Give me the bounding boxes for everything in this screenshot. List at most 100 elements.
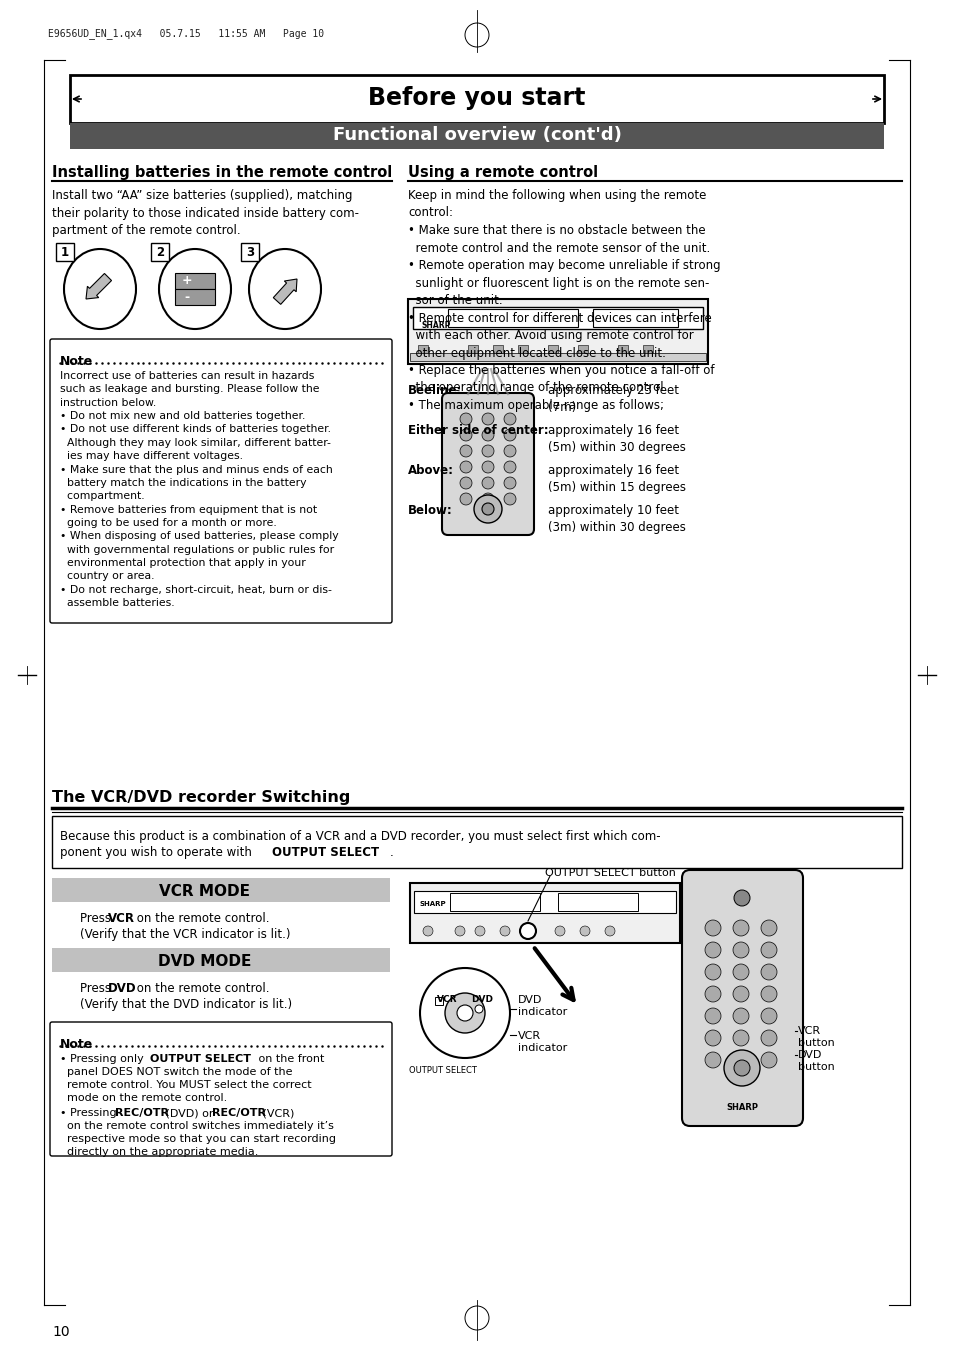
Circle shape [503, 477, 516, 489]
Text: SHARP: SHARP [725, 1102, 758, 1112]
Bar [410, 884, 679, 943]
Circle shape [704, 986, 720, 1002]
FancyBboxPatch shape [441, 393, 534, 535]
Text: OUTPUT SELECT: OUTPUT SELECT [150, 1054, 251, 1065]
Text: panel DOES NOT switch the mode of the: panel DOES NOT switch the mode of the [60, 1067, 293, 1077]
Circle shape [474, 494, 501, 523]
Circle shape [524, 925, 535, 936]
Text: Functional overview (cont'd): Functional overview (cont'd) [333, 126, 620, 145]
Text: Press: Press [80, 912, 114, 925]
Text: DVD: DVD [108, 982, 136, 994]
Circle shape [555, 925, 564, 936]
Text: REC/OTR: REC/OTR [115, 1108, 169, 1119]
Bar [450, 893, 539, 911]
Text: approximately 23 feet
(7m): approximately 23 feet (7m) [547, 384, 679, 413]
Bar [408, 299, 707, 363]
Circle shape [760, 920, 776, 936]
Circle shape [481, 413, 494, 426]
Bar [547, 345, 558, 353]
Circle shape [481, 477, 494, 489]
Bar [52, 816, 901, 867]
Circle shape [760, 986, 776, 1002]
Circle shape [422, 925, 433, 936]
Circle shape [732, 1029, 748, 1046]
Text: OUTPUT SELECT button: OUTPUT SELECT button [544, 867, 675, 878]
Text: approximately 16 feet
(5m) within 15 degrees: approximately 16 feet (5m) within 15 deg… [547, 463, 685, 494]
Text: remote control. You MUST select the correct: remote control. You MUST select the corr… [60, 1079, 312, 1090]
Circle shape [733, 890, 749, 907]
FancyArrow shape [86, 273, 112, 299]
Circle shape [503, 430, 516, 440]
Bar [151, 243, 169, 261]
Circle shape [499, 925, 510, 936]
Bar [468, 345, 477, 353]
Circle shape [455, 925, 464, 936]
Circle shape [503, 444, 516, 457]
Circle shape [704, 942, 720, 958]
Circle shape [704, 1029, 720, 1046]
Text: Below:: Below: [408, 504, 453, 517]
Circle shape [760, 965, 776, 979]
Text: SHARP: SHARP [421, 322, 451, 330]
Bar [410, 353, 705, 361]
Text: SHARP: SHARP [419, 901, 446, 907]
Bar [558, 893, 638, 911]
Circle shape [704, 920, 720, 936]
Bar [56, 243, 74, 261]
FancyArrow shape [273, 280, 296, 304]
Circle shape [704, 965, 720, 979]
Circle shape [459, 493, 472, 505]
Text: respective mode so that you can start recording: respective mode so that you can start re… [60, 1133, 335, 1144]
Text: +: + [181, 274, 193, 288]
Text: ponent you wish to operate with: ponent you wish to operate with [60, 846, 255, 859]
Circle shape [503, 461, 516, 473]
Circle shape [579, 925, 589, 936]
Circle shape [459, 413, 472, 426]
Circle shape [419, 969, 510, 1058]
Circle shape [456, 1005, 473, 1021]
Text: (DVD) or: (DVD) or [162, 1108, 216, 1119]
Text: on the remote control switches immediately it’s: on the remote control switches immediate… [60, 1121, 334, 1131]
Text: VCR MODE: VCR MODE [159, 884, 251, 898]
Circle shape [604, 925, 615, 936]
FancyBboxPatch shape [50, 1021, 392, 1156]
Text: • Pressing: • Pressing [60, 1108, 120, 1119]
Text: OUTPUT SELECT: OUTPUT SELECT [409, 1066, 476, 1075]
Text: Press: Press [80, 982, 114, 994]
Text: on the remote control.: on the remote control. [132, 912, 269, 925]
Text: VCR: VCR [108, 912, 135, 925]
Text: (Verify that the DVD indicator is lit.): (Verify that the DVD indicator is lit.) [80, 998, 292, 1011]
Circle shape [732, 920, 748, 936]
Circle shape [503, 493, 516, 505]
Text: Note: Note [60, 355, 93, 367]
Circle shape [459, 477, 472, 489]
Text: Installing batteries in the remote control: Installing batteries in the remote contr… [52, 165, 392, 180]
Bar [70, 123, 883, 149]
Circle shape [475, 925, 484, 936]
Circle shape [732, 965, 748, 979]
Circle shape [481, 493, 494, 505]
Bar [174, 289, 214, 305]
Circle shape [481, 444, 494, 457]
Bar [417, 345, 428, 353]
Text: DVD
button: DVD button [797, 1050, 834, 1071]
Bar [52, 948, 390, 971]
Bar [448, 309, 578, 327]
Circle shape [519, 923, 536, 939]
Bar [52, 878, 390, 902]
Circle shape [475, 1005, 482, 1013]
Text: Incorrect use of batteries can result in hazards
such as leakage and bursting. P: Incorrect use of batteries can result in… [60, 372, 338, 608]
Bar [593, 309, 678, 327]
Text: on the front: on the front [254, 1054, 324, 1065]
Bar [241, 243, 258, 261]
Circle shape [732, 986, 748, 1002]
Text: E9656UD_EN_1.qx4   05.7.15   11:55 AM   Page 10: E9656UD_EN_1.qx4 05.7.15 11:55 AM Page 1… [48, 28, 324, 39]
Text: Keep in mind the following when using the remote
control:
• Make sure that there: Keep in mind the following when using th… [408, 189, 720, 412]
Text: .: . [390, 846, 394, 859]
Text: REC/OTR: REC/OTR [212, 1108, 266, 1119]
Circle shape [459, 461, 472, 473]
Circle shape [732, 942, 748, 958]
Circle shape [503, 413, 516, 426]
Text: 1: 1 [61, 246, 69, 258]
Text: (VCR): (VCR) [258, 1108, 294, 1119]
